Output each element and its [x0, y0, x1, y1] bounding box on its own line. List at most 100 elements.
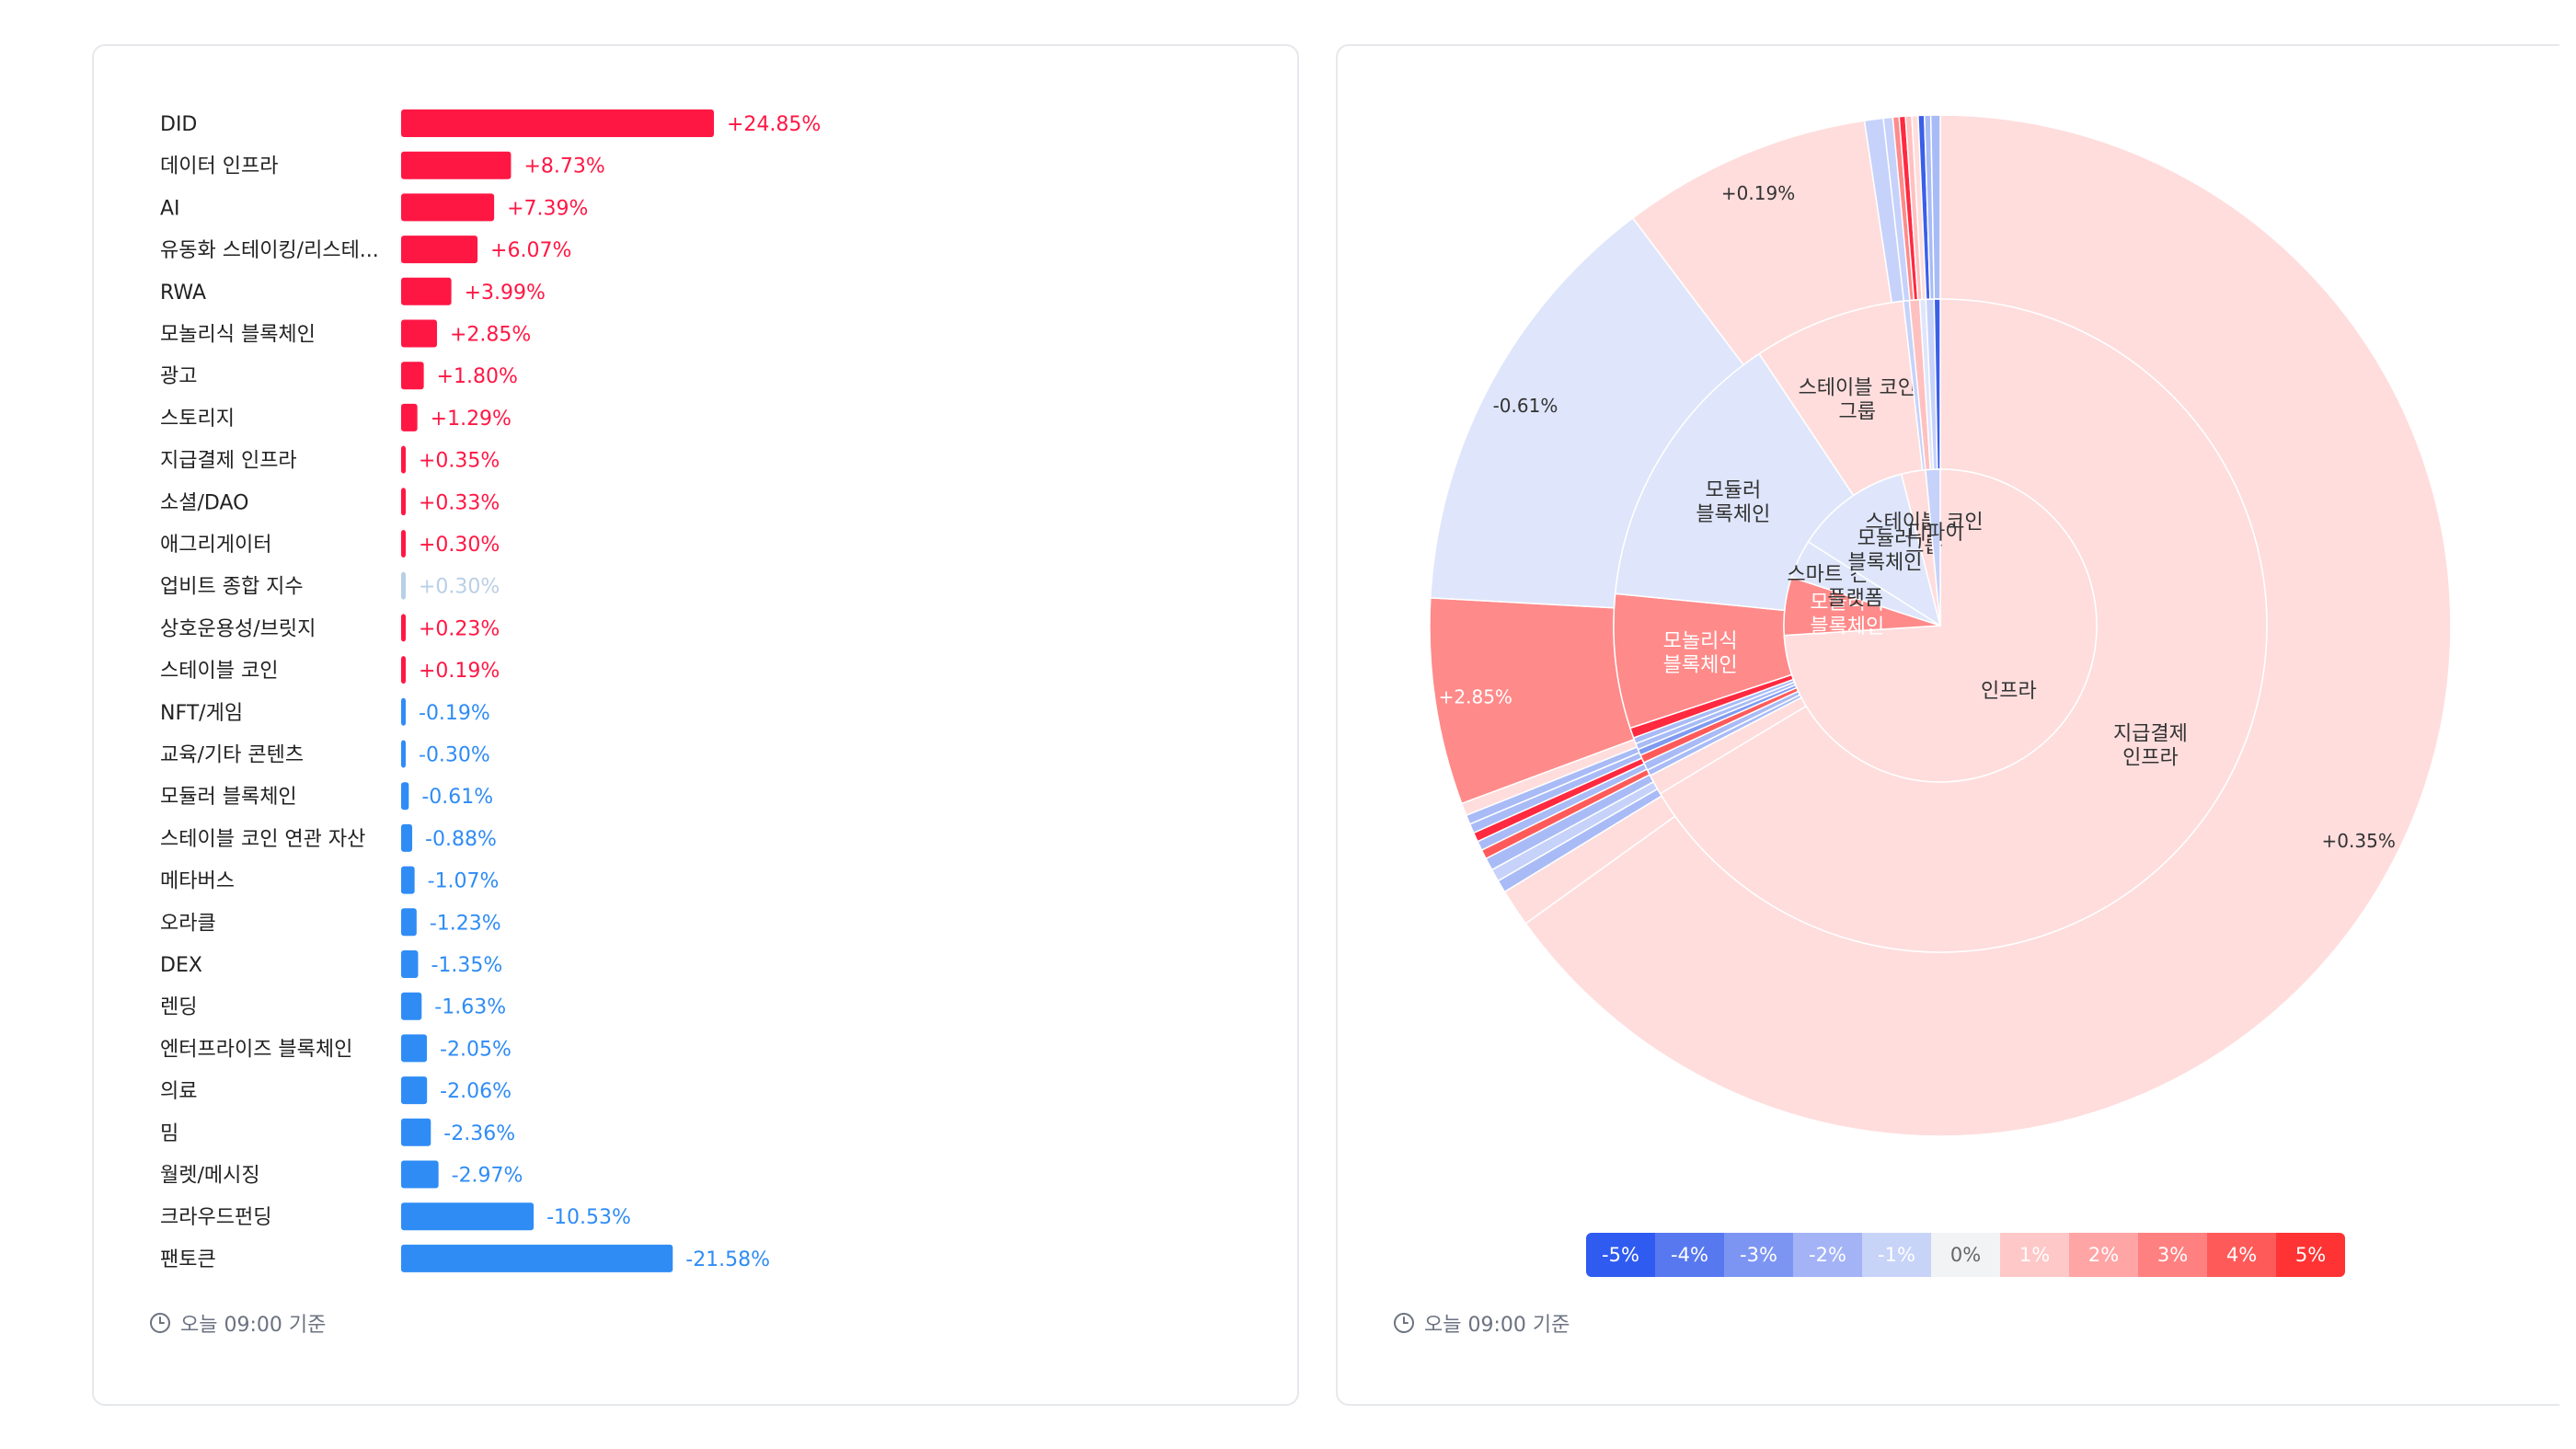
bar[interactable]: [401, 445, 406, 474]
legend-cell: -2%: [1793, 1233, 1862, 1277]
bar[interactable]: [401, 488, 406, 516]
bar[interactable]: [401, 236, 478, 264]
sunburst-category-label: 스테이블 코인: [1799, 376, 1916, 399]
bar[interactable]: [401, 823, 413, 852]
bar-category-label: 밈: [160, 1122, 178, 1145]
clock-icon: [1394, 1313, 1414, 1333]
bar[interactable]: [401, 277, 452, 305]
bar[interactable]: [401, 193, 495, 222]
bar-footnote: 오늘 09:00 기준: [149, 1308, 326, 1338]
color-scale-legend: -5% -4% -3% -2% -1% 0% 1% 2% 3% 4% 5%: [1586, 1233, 2345, 1277]
bar[interactable]: [401, 530, 406, 558]
bar-value-label: +6.07%: [490, 239, 571, 262]
bar[interactable]: [401, 1076, 428, 1105]
bar-category-label: DID: [160, 113, 197, 136]
sunburst-category-label: 그룹: [1839, 400, 1876, 423]
bar[interactable]: [401, 950, 419, 978]
bar-value-label: +7.39%: [507, 197, 588, 220]
bar-value-label: +1.80%: [437, 365, 518, 388]
bar-category-label: 지급결제 인프라: [160, 450, 297, 473]
bar-category-label: 스토리지: [160, 408, 235, 431]
bar-value-label: -2.97%: [452, 1165, 523, 1188]
bar[interactable]: [401, 1034, 428, 1063]
bar-value-label: -1.07%: [428, 870, 500, 893]
bar-category-label: 팬토큰: [160, 1248, 216, 1271]
bar-value-label: +0.35%: [419, 450, 500, 473]
bar[interactable]: [401, 656, 406, 684]
bar-value-label: +0.30%: [419, 576, 500, 599]
bar[interactable]: [401, 697, 406, 726]
bar-value-label: +0.33%: [419, 491, 500, 514]
bar-value-label: -0.61%: [421, 786, 493, 809]
sunburst-category-label: 플랫폼: [1827, 588, 1883, 611]
sunburst-segment[interactable]: [1925, 468, 1941, 627]
bar[interactable]: [401, 614, 406, 642]
sunburst-category-label: 인프라: [1981, 680, 2037, 703]
bar-category-label: 모듈러 블록체인: [160, 786, 297, 809]
legend-cell: -1%: [1862, 1233, 1931, 1277]
bar-category-label: RWA: [160, 282, 206, 305]
bar[interactable]: [401, 740, 406, 768]
bar[interactable]: [401, 1244, 673, 1272]
sunburst-panel: +0.35% +2.85% -0.61% +0.19% 지급결제 인프라 모놀리식 블록체인 모…: [1336, 44, 2559, 1406]
bar-category-label: 광고: [160, 365, 197, 388]
bar[interactable]: [401, 403, 418, 431]
bar-category-label: 교육/기타 콘텐츠: [160, 744, 304, 767]
bar-value-label: +8.73%: [523, 155, 604, 178]
sunburst-value-label: +0.35%: [2322, 830, 2396, 852]
bar-value-label: -2.36%: [443, 1122, 515, 1145]
bar-value-label: +3.99%: [465, 282, 546, 305]
bar[interactable]: [401, 992, 422, 1020]
bar-value-label: -10.53%: [546, 1206, 631, 1229]
bar-category-label: 렌딩: [160, 996, 197, 1019]
bar-value-label: -0.19%: [419, 702, 490, 725]
bar-value-label: +0.30%: [419, 534, 500, 557]
bar[interactable]: [401, 782, 409, 811]
bar-value-label: -1.63%: [434, 996, 506, 1019]
legend-cell: 2%: [2069, 1233, 2138, 1277]
sunburst-value-label: -0.61%: [1493, 395, 1558, 417]
sunburst-segment[interactable]: [1807, 473, 1942, 627]
bar-value-label: +0.23%: [419, 617, 500, 640]
bar-category-label: AI: [160, 197, 180, 220]
bar-value-label: -1.23%: [430, 912, 501, 935]
bar-value-label: -2.05%: [440, 1038, 512, 1061]
bar[interactable]: [401, 866, 415, 894]
bar-category-label: 오라클: [160, 912, 216, 935]
legend-cell: -3%: [1724, 1233, 1793, 1277]
sunburst-category-label: 지급결제: [2113, 722, 2188, 745]
legend-cell: 5%: [2276, 1233, 2345, 1277]
legend-cell: 4%: [2207, 1233, 2276, 1277]
bar[interactable]: [401, 109, 714, 137]
bar-value-label: +24.85%: [727, 113, 821, 136]
sunburst-category-label: 인프라: [2122, 746, 2179, 769]
bar[interactable]: [401, 1202, 535, 1231]
clock-icon: [150, 1313, 170, 1333]
bar-value-label: +0.19%: [419, 660, 500, 683]
legend-cell: -4%: [1655, 1233, 1724, 1277]
bar-category-label: 데이터 인프라: [160, 155, 278, 178]
sunburst-category-label: 블록체인: [1810, 615, 1884, 638]
sunburst-category-label: 블록체인: [1696, 503, 1770, 526]
sunburst-category-label: 디파이: [1908, 522, 1964, 545]
bar-category-label: 상호운용성/브릿지: [160, 617, 316, 640]
bar[interactable]: [401, 571, 406, 600]
bar-category-label: NFT/게임: [160, 702, 243, 725]
bar-category-label: 스테이블 코인 연관 자산: [160, 828, 365, 851]
bar[interactable]: [401, 1160, 439, 1189]
bar-category-label: 유동화 스테이킹/리스테...: [160, 239, 379, 262]
legend-cell: 1%: [2000, 1233, 2069, 1277]
sunburst-value-label: +2.85%: [1439, 686, 1512, 708]
bar[interactable]: [401, 1118, 431, 1146]
bar-category-label: 크라우드펀딩: [160, 1206, 271, 1229]
bar-value-label: -1.35%: [431, 954, 502, 977]
bar[interactable]: [401, 319, 437, 348]
bar[interactable]: [401, 151, 512, 179]
legend-cell: 0%: [1931, 1233, 2000, 1277]
bar-value-label: +1.29%: [431, 408, 512, 431]
bar[interactable]: [401, 908, 417, 937]
sunburst-category-label: 스테이블 코인: [1865, 512, 1983, 535]
bar-footnote-text: 오늘 09:00 기준: [180, 1314, 327, 1337]
bar[interactable]: [401, 362, 424, 390]
sunburst-footnote-text: 오늘 09:00 기준: [1424, 1314, 1570, 1337]
